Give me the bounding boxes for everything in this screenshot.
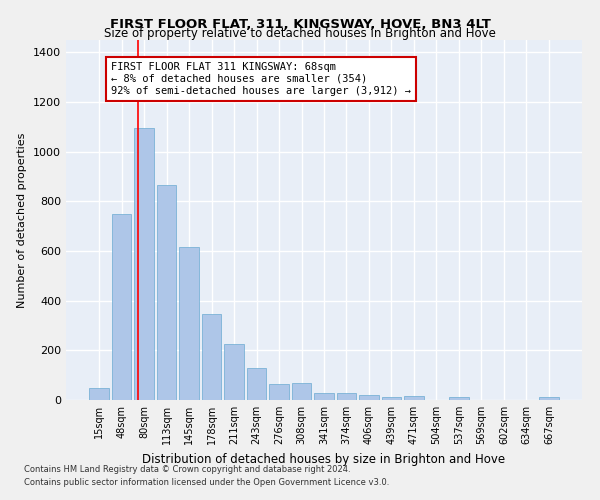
Bar [449,397,469,400]
Bar [539,397,559,400]
Text: Contains public sector information licensed under the Open Government Licence v3: Contains public sector information licen… [24,478,389,487]
X-axis label: Distribution of detached houses by size in Brighton and Hove: Distribution of detached houses by size … [142,452,506,466]
Bar [314,392,334,400]
Bar [112,214,131,400]
Bar [269,384,289,400]
Bar [404,396,424,400]
Text: Size of property relative to detached houses in Brighton and Hove: Size of property relative to detached ho… [104,28,496,40]
Bar [224,344,244,400]
Bar [292,382,311,400]
Bar [202,314,221,400]
Bar [157,185,176,400]
Text: FIRST FLOOR FLAT 311 KINGSWAY: 68sqm
← 8% of detached houses are smaller (354)
9: FIRST FLOOR FLAT 311 KINGSWAY: 68sqm ← 8… [111,62,411,96]
Bar [179,248,199,400]
Bar [89,388,109,400]
Text: FIRST FLOOR FLAT, 311, KINGSWAY, HOVE, BN3 4LT: FIRST FLOOR FLAT, 311, KINGSWAY, HOVE, B… [110,18,490,30]
Bar [382,397,401,400]
Bar [134,128,154,400]
Bar [359,395,379,400]
Bar [247,368,266,400]
Text: Contains HM Land Registry data © Crown copyright and database right 2024.: Contains HM Land Registry data © Crown c… [24,466,350,474]
Bar [337,392,356,400]
Y-axis label: Number of detached properties: Number of detached properties [17,132,28,308]
